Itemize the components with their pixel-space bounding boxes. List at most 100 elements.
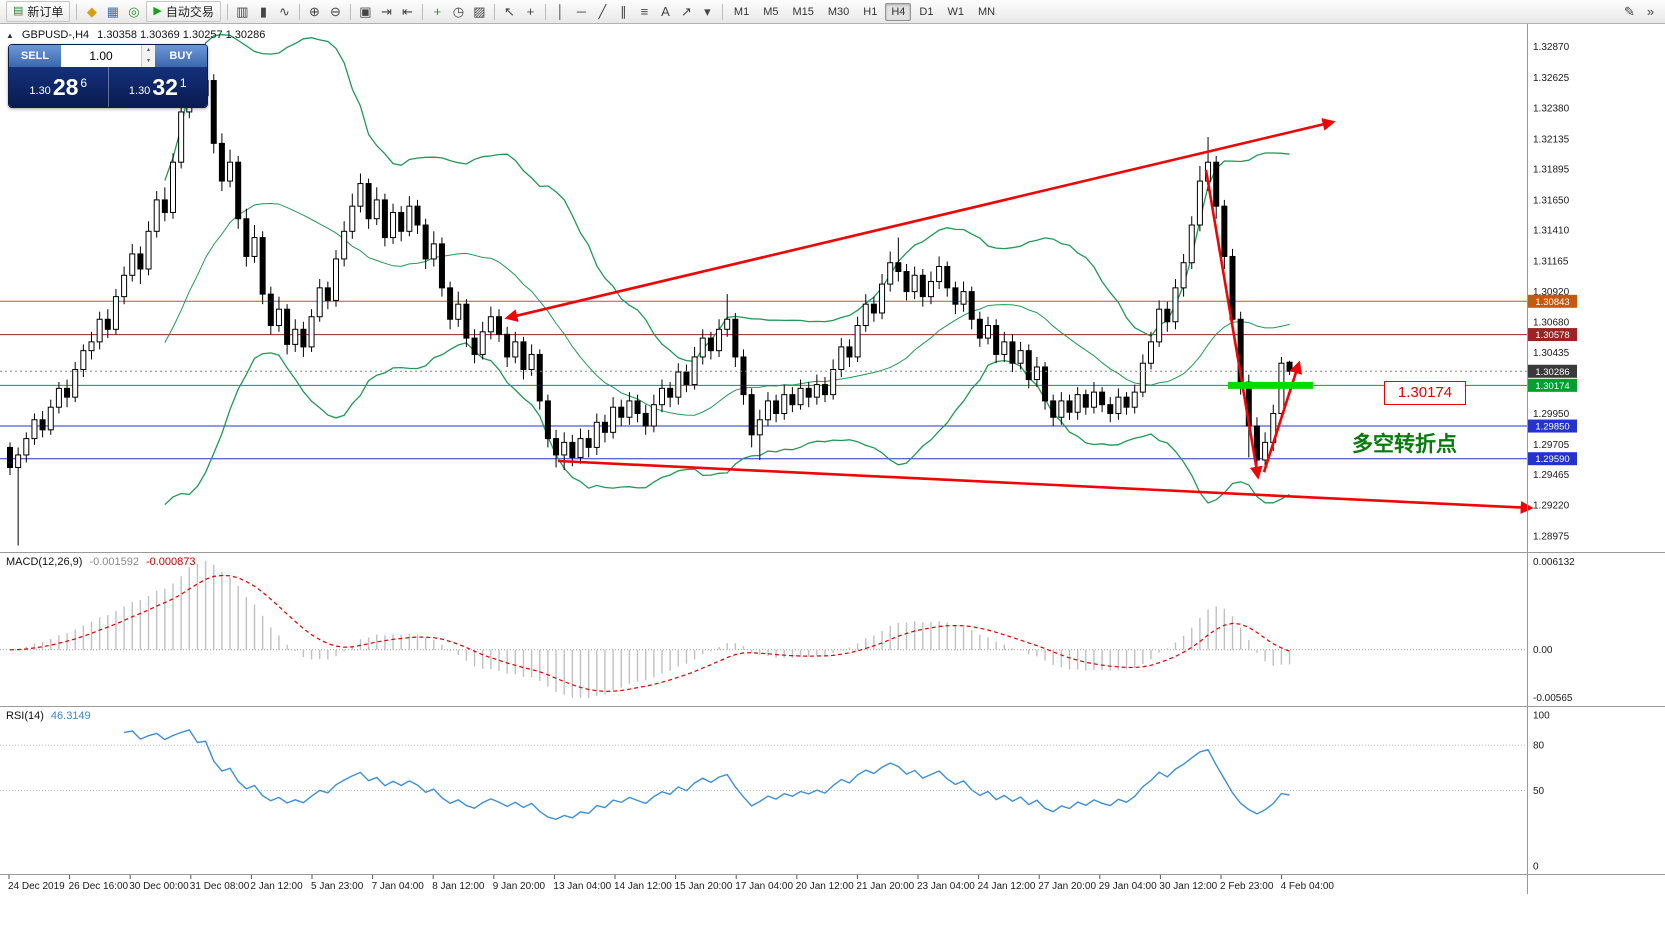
bollinger-middle-band bbox=[164, 202, 1290, 416]
candle bbox=[699, 329, 706, 365]
lower-trendline-arrow[interactable] bbox=[557, 459, 1534, 514]
candle bbox=[504, 326, 511, 367]
crosshair-button[interactable]: + bbox=[520, 2, 541, 21]
candle bbox=[634, 394, 641, 423]
rsi-axis-label: 0 bbox=[1533, 862, 1539, 873]
market-watch-icon: ◆ bbox=[86, 3, 97, 19]
navigator-icon: ◎ bbox=[128, 3, 140, 19]
trade-panel-header: SELL 1.00 ▴ ▾ BUY bbox=[9, 45, 207, 67]
market-watch-button[interactable]: ◆ bbox=[81, 2, 102, 21]
rsi-axis-label: 100 bbox=[1533, 711, 1550, 722]
svg-text:1.30286: 1.30286 bbox=[1535, 367, 1569, 378]
candle bbox=[479, 321, 486, 360]
text-button[interactable]: A bbox=[655, 2, 676, 21]
cursor-button[interactable]: ↖ bbox=[499, 2, 520, 21]
volume-field[interactable]: 1.00 ▴ ▾ bbox=[61, 45, 155, 67]
data-window-button[interactable]: ▦ bbox=[102, 2, 123, 21]
time-axis-label: 13 Jan 04:00 bbox=[553, 881, 611, 892]
timeframe-m5[interactable]: M5 bbox=[763, 5, 779, 18]
vertical-line-button[interactable]: │ bbox=[550, 2, 571, 21]
trendline-button[interactable]: ╱ bbox=[592, 2, 613, 21]
timeframe-m30[interactable]: M30 bbox=[827, 5, 850, 18]
time-axis-label: 31 Dec 08:00 bbox=[190, 881, 250, 892]
new-order-button[interactable]: ▤ 新订单 bbox=[6, 1, 71, 22]
candle bbox=[830, 359, 837, 400]
time-axis-label: 30 Dec 00:00 bbox=[129, 881, 189, 892]
vertical-line-icon: │ bbox=[556, 4, 565, 19]
timeframe-m1[interactable]: M1 bbox=[733, 5, 750, 18]
timeframe-m15[interactable]: M15 bbox=[792, 5, 814, 18]
line-chart-button[interactable]: ∿ bbox=[274, 2, 295, 21]
candle bbox=[789, 387, 796, 413]
candle bbox=[1025, 344, 1032, 389]
candle bbox=[585, 429, 592, 458]
candle bbox=[748, 388, 755, 448]
time-axis-label: 9 Jan 20:00 bbox=[493, 881, 546, 892]
price-axis-label: 1.30680 bbox=[1533, 317, 1570, 328]
chart-background bbox=[0, 24, 1665, 946]
navigator-button[interactable]: ◎ bbox=[123, 2, 144, 21]
zoom-out-button[interactable]: ⊖ bbox=[325, 2, 346, 21]
buy-button[interactable]: BUY bbox=[155, 45, 207, 67]
timeframe-d1[interactable]: D1 bbox=[919, 5, 934, 18]
candlestick-chart-button[interactable]: ▮ bbox=[253, 2, 274, 21]
rsi-value: 46.3149 bbox=[50, 710, 91, 722]
timeframe-mn[interactable]: MN bbox=[977, 5, 996, 18]
impulse-down-arrow[interactable] bbox=[1204, 169, 1263, 480]
channel-button[interactable]: ∥ bbox=[613, 2, 634, 21]
upper-trendline-arrow[interactable] bbox=[504, 118, 1336, 322]
one-click-trading-panel: SELL 1.00 ▴ ▾ BUY 1.30 28 6 1.30 32 1 bbox=[8, 44, 208, 108]
candle bbox=[72, 361, 79, 403]
turning-point-label[interactable]: 多空转折点 bbox=[1352, 433, 1457, 456]
arrows-button[interactable]: ↗ bbox=[676, 2, 697, 21]
volume-up-icon[interactable]: ▴ bbox=[142, 45, 155, 56]
shapes-button[interactable]: ▾ bbox=[697, 2, 718, 21]
templates-button[interactable]: ▨ bbox=[469, 2, 490, 21]
candle bbox=[267, 286, 274, 335]
volume-down-icon[interactable]: ▾ bbox=[142, 56, 155, 67]
candle bbox=[993, 319, 1000, 364]
auto-trading-button[interactable]: ▶ 自动交易 bbox=[146, 1, 221, 22]
price-axis-label: 1.28975 bbox=[1533, 531, 1570, 542]
periods-button[interactable]: ◷ bbox=[448, 2, 469, 21]
svg-text:1.30174: 1.30174 bbox=[1535, 381, 1569, 392]
candle bbox=[838, 338, 845, 378]
price-badge-1.30286: 1.30286 bbox=[1528, 364, 1577, 378]
candle bbox=[349, 193, 356, 239]
bar-chart-button[interactable]: ▥ bbox=[232, 2, 253, 21]
buy-price[interactable]: 1.30 32 1 bbox=[109, 67, 208, 107]
sell-price[interactable]: 1.30 28 6 bbox=[9, 67, 108, 107]
sell-button[interactable]: SELL bbox=[9, 45, 61, 67]
candle bbox=[691, 346, 698, 390]
candle bbox=[1148, 331, 1154, 370]
one-click-toggle-icon[interactable]: ▲ bbox=[6, 30, 14, 40]
edit-button[interactable]: ✎ bbox=[1619, 2, 1640, 21]
indicators-button[interactable]: + bbox=[427, 2, 448, 21]
zoom-in-button[interactable]: ⊕ bbox=[304, 2, 325, 21]
time-axis-label: 4 Feb 04:00 bbox=[1281, 881, 1335, 892]
timeframe-h1[interactable]: H1 bbox=[863, 5, 878, 18]
timeframe-w1[interactable]: W1 bbox=[947, 5, 964, 18]
rsi-axis-label: 80 bbox=[1533, 741, 1545, 752]
impulse-up-arrow[interactable] bbox=[1262, 360, 1303, 473]
tile-windows-button[interactable]: ▣ bbox=[355, 2, 376, 21]
candle bbox=[610, 397, 617, 439]
price-axis-label: 1.31650 bbox=[1533, 195, 1570, 206]
candle bbox=[716, 319, 723, 357]
chart-shift-button[interactable]: ⇤ bbox=[397, 2, 418, 21]
svg-text:1.30578: 1.30578 bbox=[1535, 330, 1569, 341]
time-axis-label: 26 Dec 16:00 bbox=[69, 881, 129, 892]
candle bbox=[243, 208, 250, 267]
candle bbox=[822, 377, 828, 403]
timeframe-h4[interactable]: H4 bbox=[885, 2, 912, 21]
price-annotation-label[interactable]: 1.30174 bbox=[1384, 381, 1466, 405]
candle bbox=[23, 432, 30, 463]
candle bbox=[15, 447, 22, 546]
fibonacci-button[interactable]: ≡ bbox=[634, 2, 655, 21]
horizontal-line-button[interactable]: ─ bbox=[571, 2, 592, 21]
time-axis-label: 23 Jan 04:00 bbox=[917, 881, 975, 892]
toolbar-overflow-button[interactable]: » bbox=[1640, 2, 1661, 21]
auto-scroll-button[interactable]: ⇥ bbox=[376, 2, 397, 21]
candle bbox=[137, 246, 144, 285]
